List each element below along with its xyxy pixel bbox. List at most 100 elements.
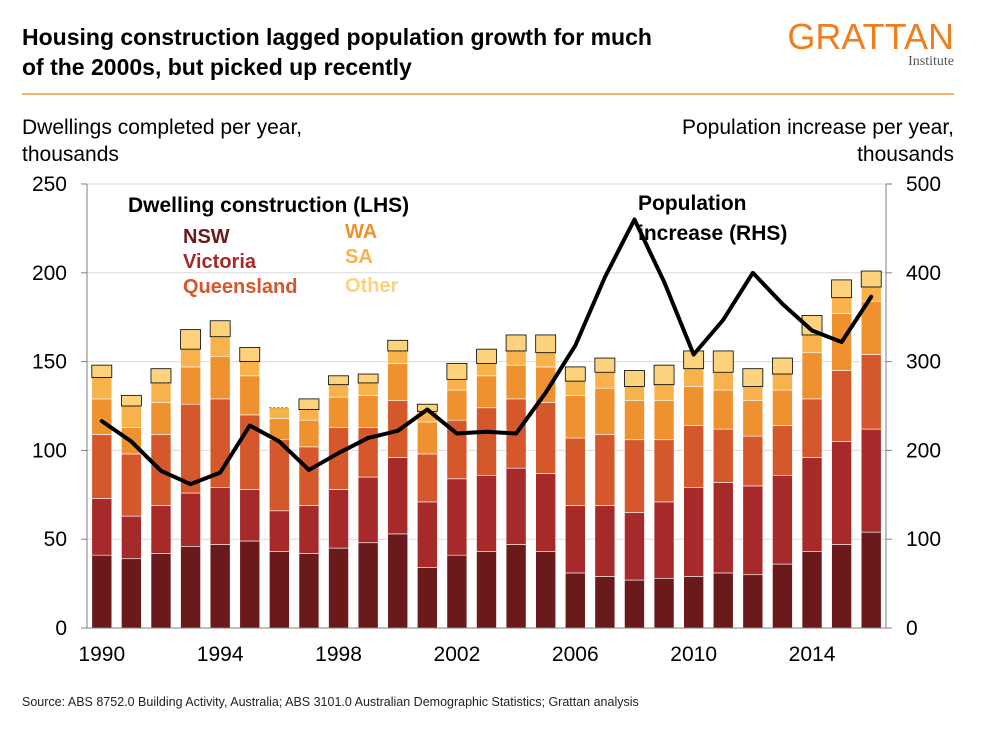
bar-sa-2006 (564, 380, 586, 396)
bar-other-2004 (505, 334, 527, 352)
left-tick-label: 250 (32, 173, 67, 196)
bar-victoria-1996 (269, 510, 290, 552)
legend: Dwelling construction (LHS) NSW Victoria Qu… (128, 192, 787, 298)
bar-other-1991 (121, 395, 142, 407)
bar-sa-1995 (239, 361, 261, 377)
header-rule (22, 93, 954, 95)
bar-victoria-2004 (505, 467, 527, 545)
bar-victoria-1999 (357, 476, 379, 544)
bar-other-2015 (831, 279, 852, 298)
bar-wa-1998 (328, 396, 349, 428)
source-note: Source: ABS 8752.0 Building Activity, Au… (22, 695, 639, 709)
bar-nsw-2011 (712, 572, 734, 629)
bar-wa-2014 (801, 352, 823, 400)
left-axis-title-line2: thousands (22, 143, 119, 166)
left-axis-title: Dwellings completed per year, thousands (22, 114, 302, 168)
bar-queensland-2011 (712, 428, 734, 483)
bar-victoria-2002 (446, 478, 468, 556)
right-tick-label: 100 (906, 528, 941, 551)
legend-item-nsw: NSW (183, 226, 230, 248)
bar-wa-2007 (594, 387, 616, 435)
bar-other-2012 (742, 368, 764, 387)
bar-nsw-1992 (150, 553, 172, 629)
bar-nsw-2004 (505, 544, 527, 629)
bar-nsw-1998 (328, 547, 349, 629)
legend-item-wa: WA (345, 221, 377, 243)
bar-other-2009 (653, 364, 675, 385)
population-line-group (99, 217, 874, 487)
bar-victoria-1992 (150, 505, 172, 554)
bar-wa-1995 (239, 375, 261, 416)
bar-nsw-1994 (209, 544, 231, 629)
bar-wa-2013 (772, 389, 793, 426)
bar-queensland-2007 (594, 434, 616, 506)
bar-sa-2012 (742, 386, 764, 401)
bar-sa-1990 (91, 377, 113, 400)
bar-sa-2003 (476, 363, 497, 377)
bar-wa-2004 (505, 364, 527, 400)
bar-sa-2015 (831, 297, 852, 314)
bar-victoria-1998 (328, 489, 349, 549)
bar-queensland-2009 (653, 439, 675, 503)
bar-other-1997 (298, 398, 320, 410)
bar-sa-2002 (446, 379, 468, 391)
bar-other-2006 (564, 366, 586, 382)
chart-title-line2: of the 2000s, but picked up recently (22, 54, 412, 80)
legend-item-other: Other (345, 275, 399, 297)
bar-victoria-2011 (712, 482, 734, 574)
bar-nsw-1999 (357, 542, 379, 629)
bar-wa-1990 (91, 398, 113, 435)
bar-nsw-2006 (564, 572, 586, 629)
right-axis-title-line1: Population increase per year, (681, 116, 954, 139)
bar-victoria-2009 (653, 501, 675, 579)
x-tick-label: 2014 (789, 643, 836, 666)
x-tick-label: 1998 (315, 643, 362, 666)
bar-wa-2010 (683, 386, 704, 426)
bar-sa-1996 (269, 407, 290, 419)
bar-wa-2006 (564, 395, 586, 439)
bar-victoria-2014 (801, 457, 823, 552)
bar-nsw-2003 (476, 551, 497, 629)
left-tick-label: 150 (32, 351, 67, 374)
bar-sa-1993 (180, 348, 201, 368)
bar-queensland-2005 (535, 402, 556, 474)
bar-victoria-2006 (564, 505, 586, 574)
left-tick-label: 100 (32, 439, 67, 462)
logo-subtitle: Institute (908, 54, 954, 69)
bar-nsw-2015 (831, 544, 852, 629)
x-tick-label: 2002 (434, 643, 481, 666)
bar-other-1998 (328, 375, 349, 385)
bar-sa-1997 (298, 409, 320, 421)
bar-nsw-2007 (594, 576, 616, 629)
bar-wa-1994 (209, 355, 231, 400)
bar-victoria-2016 (860, 428, 882, 533)
bar-queensland-2014 (801, 398, 823, 458)
bar-nsw-2013 (772, 563, 793, 629)
right-tick-label: 500 (906, 173, 941, 196)
bar-nsw-2009 (653, 577, 675, 629)
bar-queensland-1997 (298, 446, 320, 506)
bar-nsw-1991 (121, 558, 142, 629)
bar-queensland-2006 (564, 437, 586, 506)
legend-item-queensland: Queensland (183, 276, 297, 298)
bar-victoria-2010 (683, 487, 704, 577)
bar-other-1993 (180, 329, 201, 350)
bar-other-1990 (91, 364, 113, 378)
bar-wa-2001 (417, 421, 438, 455)
bar-victoria-1990 (91, 498, 113, 556)
bar-victoria-2012 (742, 485, 764, 576)
bar-other-2002 (446, 363, 468, 380)
bar-nsw-1993 (180, 546, 201, 629)
bar-queensland-2003 (476, 407, 497, 476)
bar-nsw-1995 (239, 540, 261, 629)
bar-sa-2009 (653, 384, 675, 401)
bar-queensland-2012 (742, 435, 764, 487)
bar-wa-2012 (742, 400, 764, 437)
right-tick-label: 0 (906, 617, 918, 640)
left-tick-label: 0 (55, 617, 67, 640)
bar-other-2000 (387, 339, 409, 352)
bar-queensland-1990 (91, 434, 113, 499)
bar-other-1995 (239, 347, 261, 362)
right-tick-label: 200 (906, 439, 941, 462)
bar-wa-1997 (298, 419, 320, 448)
